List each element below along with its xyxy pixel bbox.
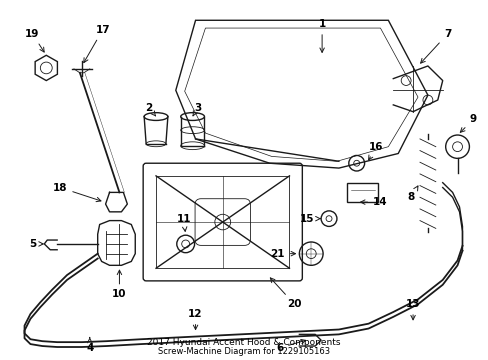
Text: 11: 11 — [176, 213, 190, 231]
Text: 16: 16 — [368, 142, 383, 160]
Text: 14: 14 — [360, 197, 387, 207]
Text: 10: 10 — [112, 270, 126, 300]
Text: 7: 7 — [420, 29, 450, 63]
Text: 21: 21 — [270, 249, 295, 258]
Text: 5: 5 — [29, 239, 43, 249]
Text: 20: 20 — [270, 278, 301, 309]
Text: 6: 6 — [275, 339, 305, 353]
Text: 2: 2 — [145, 103, 155, 116]
Text: 13: 13 — [405, 299, 420, 320]
Text: 9: 9 — [459, 114, 476, 132]
Text: 4: 4 — [86, 337, 93, 353]
Text: 12: 12 — [188, 309, 203, 329]
Bar — [156, 176, 289, 268]
Text: 19: 19 — [25, 29, 44, 52]
Text: 15: 15 — [300, 213, 320, 224]
Text: 2017 Hyundai Accent Hood & Components: 2017 Hyundai Accent Hood & Components — [147, 338, 340, 347]
Bar — [346, 183, 378, 202]
Text: 1: 1 — [318, 19, 325, 53]
Text: 17: 17 — [83, 25, 110, 63]
Text: 18: 18 — [53, 183, 101, 202]
Text: 3: 3 — [193, 103, 201, 116]
Text: 8: 8 — [407, 186, 417, 202]
Text: Screw-Machine Diagram for 1229105163: Screw-Machine Diagram for 1229105163 — [158, 347, 329, 356]
